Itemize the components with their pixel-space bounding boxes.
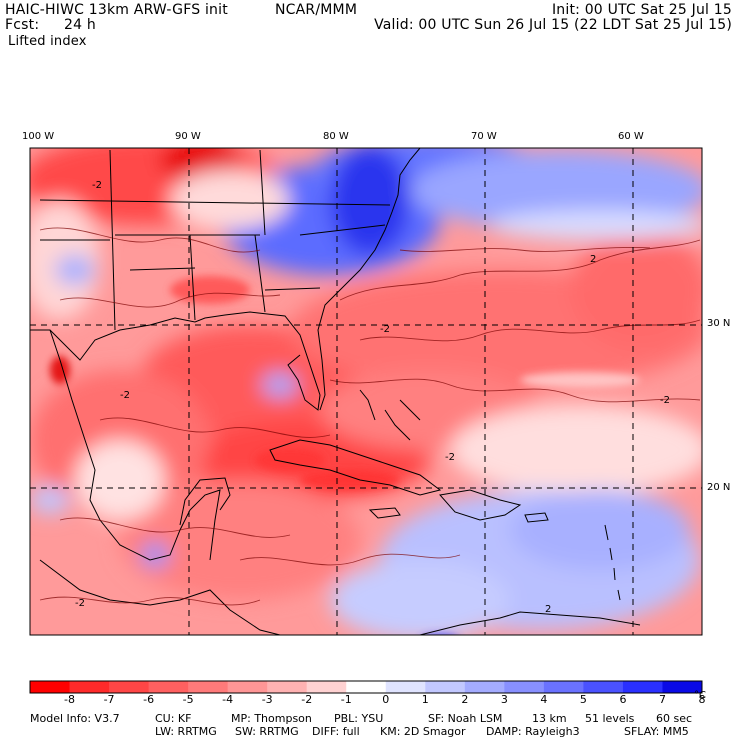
colorbar-swatch [543, 681, 584, 693]
model-info-lw: LW: RRTMG [155, 725, 217, 738]
model-info-sflay: SFLAY: MM5 [624, 725, 689, 738]
lon-label-80w: 80 W [323, 131, 349, 142]
lon-label-90w: 90 W [175, 131, 201, 142]
colorbar-swatch [306, 681, 347, 693]
colorbar-tick-label: -8 [64, 693, 75, 706]
colorbar-tick-label: 1 [421, 693, 429, 706]
model-info-pbl: PBL: YSU [334, 712, 384, 725]
model-info-mp: MP: Thompson [231, 712, 312, 725]
map-field: -2 -2 2 2 -2 -2 -2 -2 [30, 148, 702, 635]
colorbar-tick-label: -1 [340, 693, 352, 706]
colorbar-swatch [30, 681, 71, 693]
colorbar-tick-label: 2 [461, 693, 469, 706]
colorbar-swatch [662, 681, 703, 693]
colorbar-tick-label: -6 [143, 693, 155, 706]
contour-value-labels: -2 -2 2 2 -2 -2 -2 -2 [75, 180, 670, 615]
colorbar-swatch [69, 681, 110, 693]
lat-lon-grid [30, 148, 702, 635]
colorbar-tick-label: -4 [222, 693, 234, 706]
map-frame [29, 147, 703, 636]
colorbar-swatch [267, 681, 308, 693]
model-info-version: Model Info: V3.7 [30, 712, 120, 725]
lon-label-100w: 100 W [22, 131, 55, 142]
contour-label: -2 [445, 452, 455, 463]
colorbar-tick-label: 8 [698, 693, 706, 706]
colorbar [29, 680, 703, 694]
colorbar-swatch [148, 681, 189, 693]
colorbar-tick-label: 5 [579, 693, 587, 706]
model-info-cu: CU: KF [155, 712, 192, 725]
colorbar-tick-label: -3 [261, 693, 273, 706]
valid-time: Valid: 00 UTC Sun 26 Jul 15 (22 LDT Sat … [374, 17, 732, 33]
colorbar-frame [29, 680, 703, 694]
org-label: NCAR/MMM [275, 2, 358, 18]
contour-label: -2 [120, 390, 130, 401]
colorbar-tick-label: -2 [301, 693, 313, 706]
lat-label-20n: 20 N [707, 482, 731, 493]
contour-label: 2 [590, 254, 596, 265]
forecast-label: Fcst: [5, 17, 40, 33]
contour-label: 2 [545, 604, 551, 615]
lat-label-30n: 30 N [707, 318, 731, 329]
colorbar-tick-label: 3 [500, 693, 508, 706]
field-name: Lifted index [8, 34, 87, 49]
model-info-diff: DIFF: full [312, 725, 360, 738]
model-title: HAIC-HIWC 13km ARW-GFS init [5, 2, 228, 18]
contour-label: -2 [92, 180, 102, 191]
colorbar-tick-label: 7 [658, 693, 666, 706]
colorbar-swatch [227, 681, 268, 693]
lon-label-70w: 70 W [471, 131, 497, 142]
model-info-km: KM: 2D Smagor [380, 725, 466, 738]
init-time: Init: 00 UTC Sat 25 Jul 15 [551, 2, 732, 18]
colorbar-tick-label: 4 [540, 693, 548, 706]
model-info-damp: DAMP: Rayleigh3 [486, 725, 580, 738]
model-info-resolution: 13 km [532, 712, 567, 725]
colorbar-swatch [385, 681, 426, 693]
colorbar-swatch [464, 681, 505, 693]
colorbar-tick-label: -7 [103, 693, 115, 706]
forecast-hour: 24 h [64, 17, 96, 33]
contour-label: -2 [660, 395, 670, 406]
colorbar-tick-label: 0 [382, 693, 390, 706]
colorbar-swatch [346, 681, 387, 693]
contour-label: -2 [75, 598, 85, 609]
model-info-levels: 51 levels [585, 712, 635, 725]
model-info-sw: SW: RRTMG [235, 725, 299, 738]
model-info-timestep: 60 sec [656, 712, 693, 725]
colorbar-swatch [425, 681, 466, 693]
contour-label: -2 [380, 324, 390, 335]
colorbar-swatch [188, 681, 229, 693]
colorbar-tick-label: -5 [182, 693, 194, 706]
colorbar-swatch [622, 681, 663, 693]
coastlines [30, 148, 641, 635]
lon-label-60w: 60 W [618, 131, 644, 142]
colorbar-swatch [583, 681, 624, 693]
colorbar-tick-label: 6 [619, 693, 627, 706]
colorbar-swatch [109, 681, 150, 693]
model-info-sf: SF: Noah LSM [428, 712, 503, 725]
colorbar-unit: °C [694, 690, 706, 701]
colorbar-swatch [504, 681, 545, 693]
contours [39, 227, 701, 606]
